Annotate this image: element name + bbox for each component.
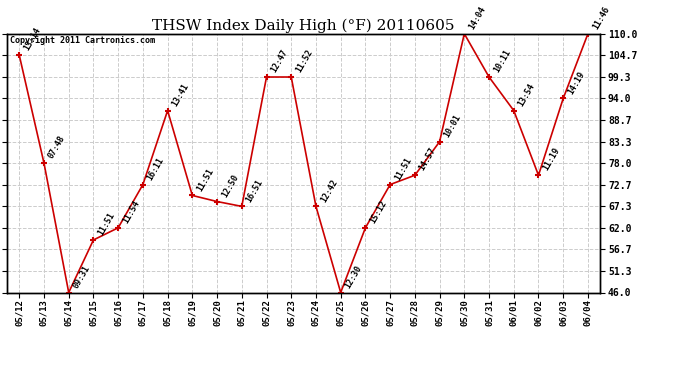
Text: 12:50: 12:50: [220, 172, 240, 199]
Text: 11:19: 11:19: [541, 146, 562, 172]
Text: 12:42: 12:42: [319, 177, 339, 204]
Text: 12:30: 12:30: [344, 264, 364, 290]
Text: 11:51: 11:51: [195, 166, 215, 193]
Text: 13:54: 13:54: [517, 82, 537, 108]
Text: 14:19: 14:19: [566, 69, 586, 96]
Text: 16:51: 16:51: [244, 177, 265, 204]
Text: 11:52: 11:52: [294, 48, 315, 74]
Title: THSW Index Daily High (°F) 20110605: THSW Index Daily High (°F) 20110605: [152, 18, 455, 33]
Text: 13:14: 13:14: [22, 26, 42, 53]
Text: 13:41: 13:41: [170, 82, 190, 108]
Text: 10:11: 10:11: [492, 48, 512, 74]
Text: 14:04: 14:04: [467, 5, 487, 31]
Text: 09:31: 09:31: [72, 264, 92, 290]
Text: 10:01: 10:01: [442, 113, 463, 139]
Text: Copyright 2011 Cartronics.com: Copyright 2011 Cartronics.com: [10, 36, 155, 45]
Text: 07:48: 07:48: [47, 134, 67, 160]
Text: 16:11: 16:11: [146, 156, 166, 182]
Text: 12:47: 12:47: [269, 48, 290, 74]
Text: 11:51: 11:51: [96, 211, 117, 237]
Text: 14:57: 14:57: [417, 146, 438, 172]
Text: 15:12: 15:12: [368, 199, 388, 225]
Text: 11:46: 11:46: [591, 5, 611, 31]
Text: 11:54: 11:54: [121, 199, 141, 225]
Text: 11:51: 11:51: [393, 156, 413, 182]
